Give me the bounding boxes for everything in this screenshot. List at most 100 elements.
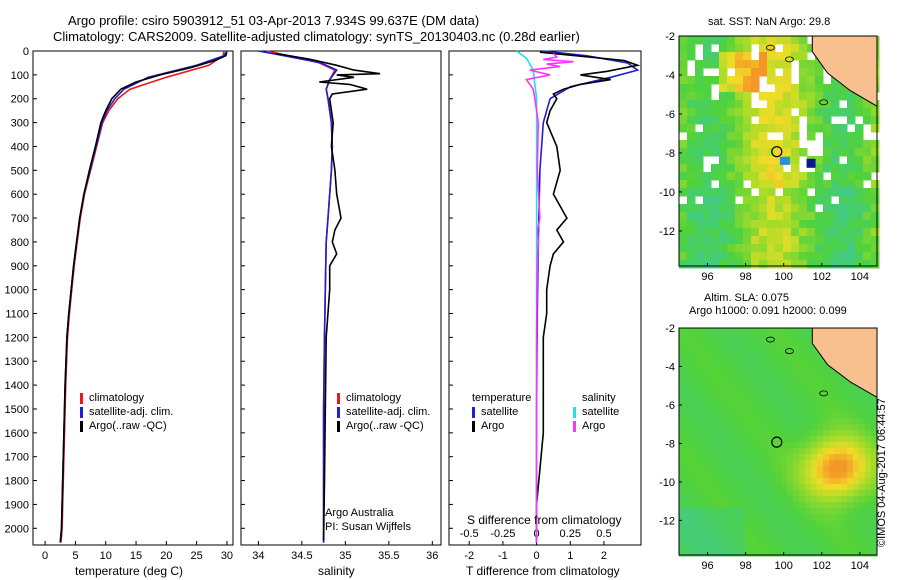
map-cell: [823, 502, 830, 509]
map-cell: [703, 244, 712, 253]
map-cell: [727, 448, 734, 455]
map-cell: [719, 180, 728, 189]
map-cell: [781, 412, 788, 419]
map-cell: [853, 526, 860, 533]
map-cell: [697, 424, 704, 431]
map-cell: [685, 346, 692, 353]
map-cell: [709, 424, 716, 431]
map-cell: [733, 514, 740, 521]
map-cell: [719, 68, 728, 77]
map-cell: [763, 358, 770, 365]
sla-map-panel: 96 98 100 102 104-2-4-6-8-10-12: [659, 323, 878, 572]
map-cell: [679, 220, 688, 229]
map-cell: [679, 520, 686, 527]
map-cell: [793, 328, 800, 335]
map-cell: [807, 220, 816, 229]
map-cell: [853, 508, 860, 515]
map-cell: [687, 116, 696, 125]
map-cell: [743, 172, 752, 181]
map-cell: [829, 484, 836, 491]
map-cell: [835, 508, 842, 515]
map-cell: [807, 108, 816, 117]
map-cell: [679, 180, 688, 189]
map-cell: [775, 478, 782, 485]
map-cell: [691, 496, 698, 503]
x-tick-label: 100: [775, 560, 793, 572]
map-cell: [745, 460, 752, 467]
map-cell: [733, 538, 740, 545]
sla-map-title-line2: Argo h1000: 0.091 h2000: 0.099: [689, 305, 847, 317]
map-cell: [799, 220, 808, 229]
map-cell: [745, 496, 752, 503]
map-cell: [739, 442, 746, 449]
map-cell: [841, 526, 848, 533]
map-cell: [695, 68, 704, 77]
y-tick-label: 600: [11, 189, 29, 201]
map-cell: [715, 496, 722, 503]
legend-header-temperature: temperature: [472, 392, 532, 404]
map-cell: [807, 212, 816, 221]
s-tick-label: 0.5: [596, 528, 611, 540]
map-cell: [853, 430, 860, 437]
map-cell: [697, 508, 704, 515]
map-cell: [751, 180, 760, 189]
map-cell: [863, 204, 872, 213]
map-cell: [745, 442, 752, 449]
map-cell: [727, 454, 734, 461]
map-cell: [709, 484, 716, 491]
y-tick-label: 1200: [5, 332, 29, 344]
map-cell: [847, 196, 856, 205]
map-cell: [871, 442, 878, 449]
map-cell: [829, 382, 836, 389]
map-cell: [719, 156, 728, 165]
map-cell: [799, 466, 806, 473]
map-cell: [799, 212, 808, 221]
map-cell: [793, 424, 800, 431]
map-cell: [743, 252, 752, 261]
map-cell: [739, 472, 746, 479]
map-cell: [835, 526, 842, 533]
map-cell: [691, 520, 698, 527]
map-cell: [709, 382, 716, 389]
map-cell: [775, 430, 782, 437]
map-cell: [783, 260, 792, 269]
map-cell: [727, 460, 734, 467]
map-cell: [711, 196, 720, 205]
map-cell: [751, 124, 760, 133]
map-cell: [799, 100, 808, 109]
island-contour: [785, 56, 794, 63]
map-cell: [715, 346, 722, 353]
map-cell: [695, 60, 704, 69]
map-cell: [835, 550, 842, 557]
map-cell: [759, 108, 768, 117]
map-cell: [709, 448, 716, 455]
map-cell: [775, 36, 784, 45]
map-cell: [769, 484, 776, 491]
map-cell: [787, 328, 794, 335]
map-cell: [855, 236, 864, 245]
map-cell: [847, 532, 854, 539]
map-cell: [775, 508, 782, 515]
map-cell: [703, 340, 710, 347]
map-cell: [829, 388, 836, 395]
map-cell: [679, 156, 688, 165]
map-cell: [799, 550, 806, 557]
map-cell: [739, 352, 746, 359]
map-cell: [769, 364, 776, 371]
map-cell: [829, 514, 836, 521]
map-cell: [733, 508, 740, 515]
legend-swatch: [80, 406, 83, 418]
map-cell: [829, 472, 836, 479]
map-cell: [703, 370, 710, 377]
map-cell: [751, 334, 758, 341]
map-cell: [763, 352, 770, 359]
map-cell: [855, 244, 864, 253]
map-cell: [815, 252, 824, 261]
map-cell: [679, 328, 686, 335]
map-cell: [703, 430, 710, 437]
map-cell: [757, 526, 764, 533]
map-cell: [847, 212, 856, 221]
map-cell: [703, 140, 712, 149]
map-cell: [719, 140, 728, 149]
map-cell: [783, 76, 792, 85]
